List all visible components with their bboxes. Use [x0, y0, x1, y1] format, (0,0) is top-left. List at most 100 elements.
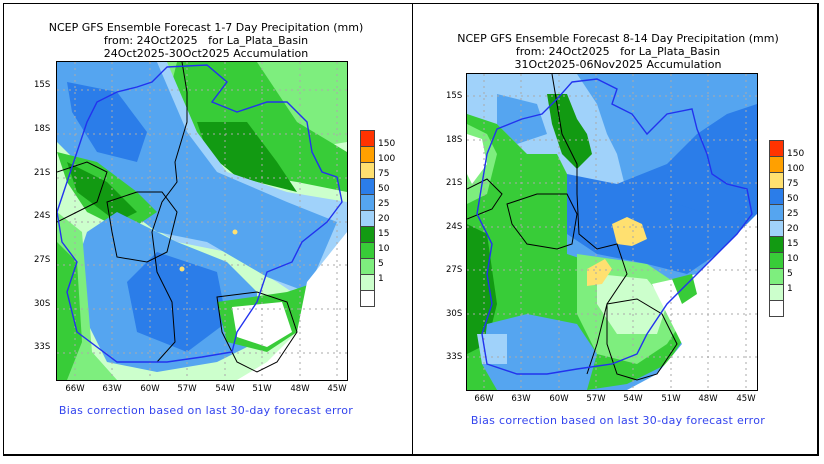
lat-tick: 30S	[34, 299, 51, 309]
country-border-bolivia	[57, 161, 108, 223]
lon-tick: 63W	[511, 394, 531, 404]
legend-swatch	[360, 130, 375, 147]
legend-label: 50	[787, 194, 799, 204]
lat-tick: 30S	[446, 309, 463, 319]
precip-area-green-coast	[672, 274, 697, 304]
legend-label: 100	[378, 154, 396, 164]
legend-label: 5	[378, 259, 384, 269]
legend-swatch	[769, 140, 784, 157]
lat-tick: 18S	[446, 135, 463, 145]
legend-swatch	[769, 173, 784, 189]
legend-swatch	[769, 253, 784, 269]
legend-swatch	[769, 221, 784, 237]
country-border	[551, 74, 628, 375]
lat-tick: 27S	[446, 265, 463, 275]
legend-swatch	[360, 147, 375, 163]
legend-label: 75	[787, 179, 799, 189]
precip-hotspot-75mm	[232, 229, 238, 235]
la-plata-basin-outline	[57, 64, 343, 363]
legend-swatch	[360, 227, 375, 243]
precip-hotspot-75mm	[179, 266, 185, 272]
legend-swatch	[769, 269, 784, 285]
panel-title-line1: NCEP GFS Ensemble Forecast 8-14 Day Prec…	[457, 32, 779, 45]
legend-swatch	[769, 205, 784, 221]
legend-label: 1	[378, 274, 384, 284]
legend-label: 1	[787, 284, 793, 294]
lon-tick: 63W	[102, 384, 122, 394]
precip-area-blue-dark-south	[127, 252, 227, 352]
lon-tick: 66W	[65, 384, 85, 394]
lon-tick: 66W	[474, 394, 494, 404]
bias-correction-note: Bias correction based on last 30-day for…	[58, 404, 354, 417]
lon-tick: 54W	[215, 384, 235, 394]
precip-area-blue-light-sw	[477, 334, 507, 364]
country-border-uruguay	[216, 291, 298, 373]
precip-area-green-dark-west	[67, 162, 137, 222]
country-border-paraguay	[506, 193, 578, 250]
legend-label: 10	[787, 254, 799, 264]
panel-week2: NCEP GFS Ensemble Forecast 8-14 Day Prec…	[412, 0, 824, 464]
lon-tick: 45W	[736, 394, 756, 404]
map-svg-week1	[57, 62, 347, 380]
precip-area-dry-uruguay	[232, 302, 292, 347]
panel-divider	[412, 3, 413, 456]
lat-tick: 15S	[34, 80, 51, 90]
legend-swatch	[360, 195, 375, 211]
legend-swatch	[360, 275, 375, 291]
legend-swatch	[769, 157, 784, 173]
lon-tick: 51W	[252, 384, 272, 394]
precip-area-green-pale	[597, 274, 667, 334]
panel-title-line3: 24Oct2025-30Oct2025 Accumulation	[103, 47, 309, 60]
lon-tick: 54W	[623, 394, 643, 404]
legend-label: 20	[787, 224, 799, 234]
country-border-paraguay	[106, 191, 178, 263]
panel-title-line2: from: 24Oct2025 for La_Plata_Basin	[515, 45, 721, 58]
lon-tick: 60W	[549, 394, 569, 404]
legend-swatch	[360, 291, 375, 307]
legend-swatch	[360, 163, 375, 179]
precip-hotspot-75mm	[612, 217, 647, 246]
lon-tick: 48W	[290, 384, 310, 394]
panel-title-line2: from: 24Oct2025 for La_Plata_Basin	[103, 34, 309, 47]
lat-tick: 33S	[446, 352, 463, 362]
lon-tick: 48W	[698, 394, 718, 404]
color-legend	[360, 130, 375, 307]
panel-week1: NCEP GFS Ensemble Forecast 1-7 Day Preci…	[34, 21, 396, 417]
precip-map-week1	[56, 61, 348, 381]
legend-swatch	[360, 211, 375, 227]
lat-tick: 15S	[446, 91, 463, 101]
legend-label: 25	[378, 199, 390, 209]
lat-tick: 18S	[34, 124, 51, 134]
legend-swatch	[360, 179, 375, 195]
legend-swatch	[769, 189, 784, 205]
legend-label: 15	[378, 229, 390, 239]
graticule	[467, 74, 757, 390]
panel-title-line3: 31Oct2025-06Nov2025 Accumulation	[514, 58, 722, 71]
lon-tick: 51W	[661, 394, 681, 404]
lon-tick: 45W	[327, 384, 347, 394]
legend-swatch	[360, 243, 375, 259]
country-border	[151, 62, 188, 363]
la-plata-basin-outline	[476, 78, 753, 375]
legend-label: 15	[787, 239, 799, 249]
precip-area-green-sw2	[57, 242, 82, 380]
legend-label: 25	[787, 209, 799, 219]
lon-tick: 57W	[177, 384, 197, 394]
legend-label: 5	[787, 269, 793, 279]
legend-label: 150	[787, 149, 805, 159]
legend-swatch	[360, 259, 375, 275]
country-border-uruguay	[606, 298, 678, 381]
legend-label: 50	[378, 184, 390, 194]
ocean-area	[237, 232, 347, 380]
lat-tick: 33S	[34, 342, 51, 352]
ocean-area	[627, 214, 757, 390]
map-svg-week2	[467, 74, 757, 390]
legend-label: 150	[378, 139, 396, 149]
legend-swatch	[769, 237, 784, 253]
lat-tick: 21S	[34, 168, 51, 178]
legend-swatch	[769, 285, 784, 301]
color-legend	[769, 140, 784, 317]
legend-label: 20	[378, 214, 390, 224]
precip-area-blue-dark	[67, 82, 147, 162]
lat-tick: 24S	[34, 211, 51, 221]
